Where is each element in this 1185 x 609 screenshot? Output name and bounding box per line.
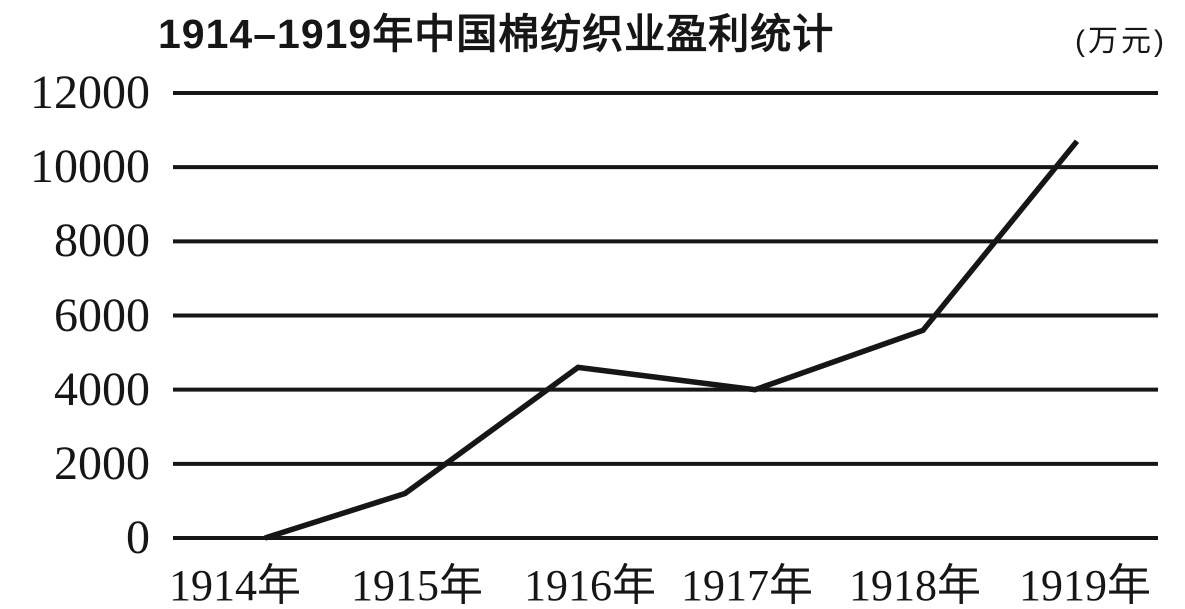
y-tick-label-2000: 2000 xyxy=(54,436,150,490)
x-tick-label-1915: 1915年 xyxy=(351,561,483,609)
chart-title: 1914–1919年中国棉纺织业盈利统计 xyxy=(158,11,835,57)
y-tick-label-4000: 4000 xyxy=(54,362,150,416)
x-tick-label-1919: 1919年 xyxy=(1019,561,1151,609)
y-tick-label-6000: 6000 xyxy=(54,288,150,342)
x-tick-label-1916: 1916年 xyxy=(524,561,656,609)
profit-line-series xyxy=(264,139,1080,541)
y-tick-label-0: 0 xyxy=(126,511,150,564)
x-tick-label-1918: 1918年 xyxy=(849,561,981,609)
y-tick-label-8000: 8000 xyxy=(54,214,150,268)
y-tick-label-10000: 10000 xyxy=(30,140,150,194)
x-tick-label-1914: 1914年 xyxy=(169,561,301,609)
y-tick-label-12000: 12000 xyxy=(30,66,150,119)
x-tick-label-1917: 1917年 xyxy=(681,561,813,609)
unit-label: (万元) xyxy=(1075,25,1167,58)
